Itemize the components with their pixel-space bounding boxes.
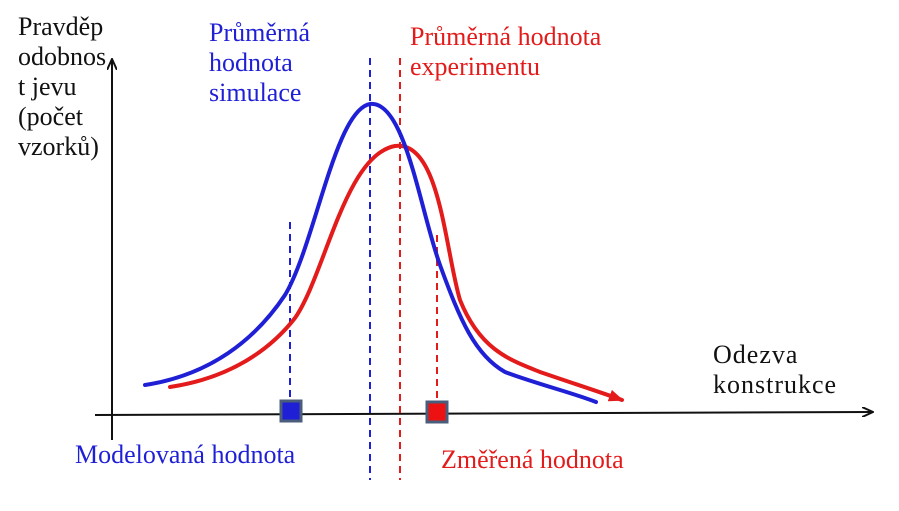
y-axis-label: Pravděp odobnos t jevu (počet vzorků) — [18, 12, 106, 162]
x-axis-label-line: konstrukce — [713, 370, 838, 399]
y-axis-label-line: t jevu — [18, 72, 77, 101]
y-axis-label-line: odobnos — [18, 42, 107, 71]
measured-value-label: Změřená hodnota — [441, 445, 624, 474]
x-axis-label-line: Odezva — [713, 340, 799, 369]
exp-mean-label-line: experimentu — [410, 52, 540, 81]
sim-mean-label-line: simulace — [209, 78, 302, 107]
y-axis-label-line: vzorků) — [18, 132, 99, 161]
sim-mean-label-line: hodnota — [209, 48, 293, 77]
modeled-value-label: Modelovaná hodnota — [75, 440, 296, 469]
x-axis — [94, 412, 872, 415]
y-axis-label-line: Pravděp — [18, 12, 104, 41]
exp-mean-label: Průměrná hodnota experimentu — [410, 22, 601, 82]
x-axis-label: Odezva konstrukce — [713, 340, 837, 400]
modeled-value-marker — [279, 399, 303, 423]
y-axis-label-line: (počet — [18, 102, 83, 131]
experiment-curve — [168, 143, 624, 402]
sim-mean-label-line: Průměrná — [209, 18, 311, 47]
measured-value-marker — [425, 400, 449, 424]
sim-mean-label: Průměrná hodnota simulace — [209, 18, 310, 108]
simulation-curve — [143, 101, 598, 404]
exp-mean-label-line: Průměrná hodnota — [410, 22, 602, 51]
